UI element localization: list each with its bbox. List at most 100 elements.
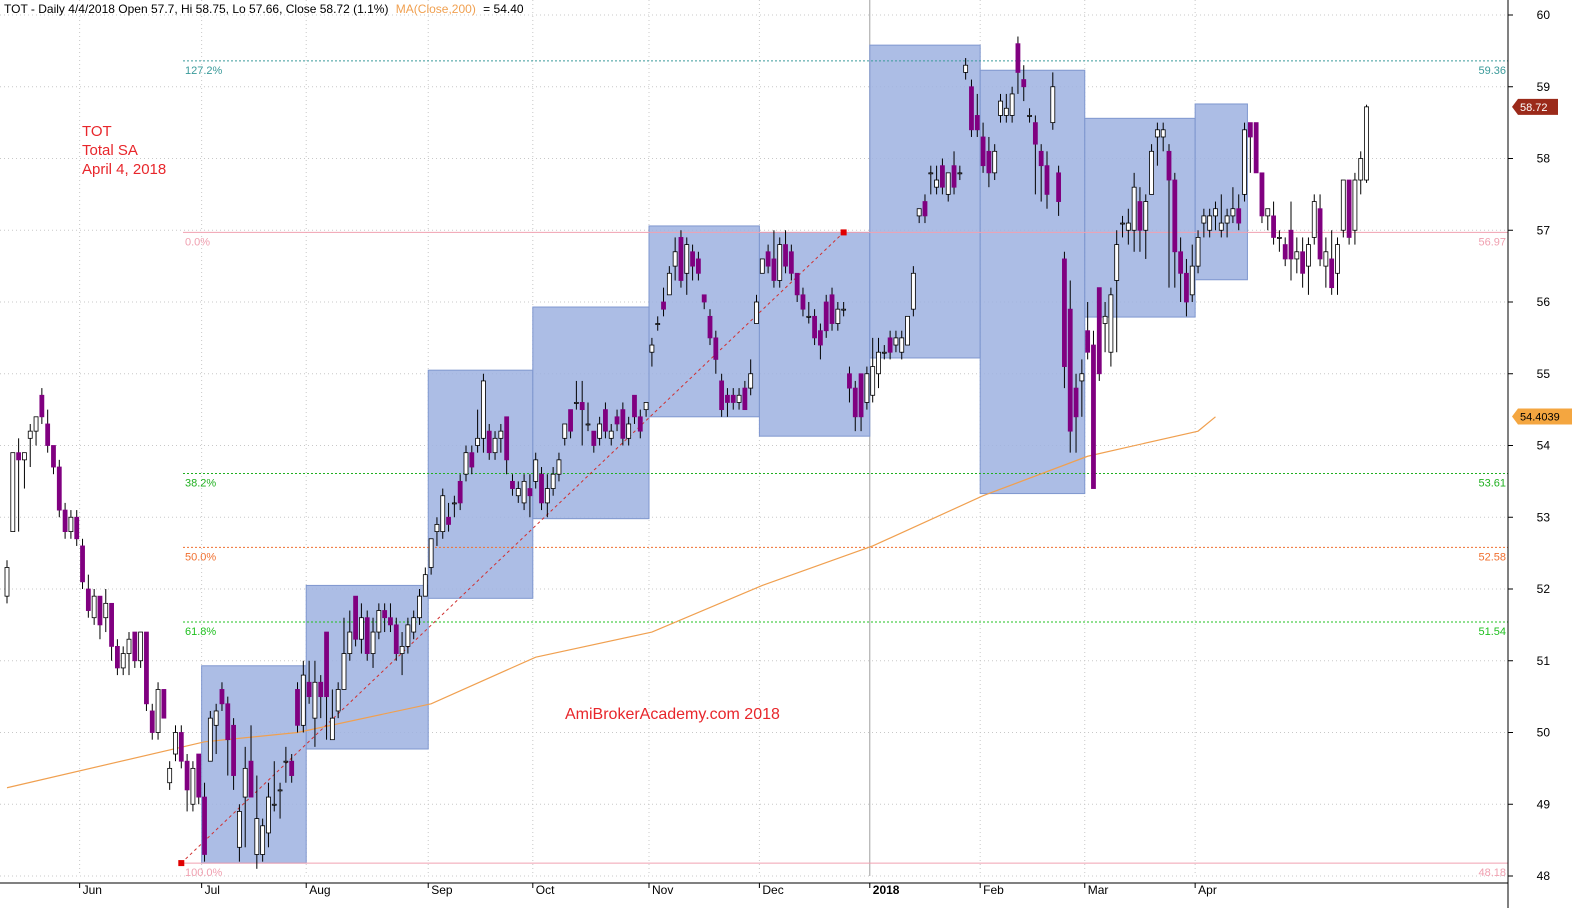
candle-body [533, 459, 539, 482]
x-tick-label: 2018 [873, 883, 900, 897]
candle [51, 445, 56, 475]
candle [1259, 172, 1265, 224]
candle [469, 445, 475, 475]
header-ma-label: MA(Close,200) [396, 2, 476, 16]
candle-body [777, 244, 783, 281]
candle [1062, 251, 1067, 389]
candle [707, 309, 713, 346]
candle-body [707, 315, 713, 339]
candle-body [823, 301, 829, 332]
candle [597, 416, 603, 446]
candle-body [1085, 330, 1091, 353]
candle [1149, 144, 1154, 195]
candle-body [585, 423, 591, 426]
candle [103, 589, 109, 633]
candle [730, 388, 736, 410]
fib-level-label: 50.0% [185, 551, 216, 563]
candle-body [446, 516, 451, 525]
candle-body [800, 294, 806, 310]
candle [1102, 302, 1108, 353]
candle-body [1021, 79, 1027, 88]
candle [1189, 244, 1195, 302]
candle [271, 761, 277, 812]
candle-body [899, 337, 905, 353]
y-tick-label: 49 [1537, 797, 1551, 811]
header-ma-value: = 54.40 [483, 2, 524, 16]
candle [666, 266, 672, 296]
fib-level-label: 100.0% [185, 867, 223, 879]
candle [1282, 237, 1288, 267]
candle [1009, 86, 1015, 123]
candle [22, 452, 27, 489]
range-box [1194, 103, 1248, 281]
candle [1184, 258, 1189, 317]
candle [754, 294, 759, 324]
candle [881, 345, 887, 360]
candle-body [492, 437, 498, 454]
candle [1166, 144, 1172, 288]
candle-body [22, 452, 27, 461]
candle-body [806, 315, 812, 318]
candle-body [579, 402, 585, 411]
candle-body [876, 351, 881, 375]
candle [266, 782, 271, 848]
candle [405, 617, 411, 654]
candle-body [266, 796, 271, 834]
candle-body [138, 631, 144, 662]
candle-body [940, 165, 945, 188]
candle [672, 237, 678, 281]
candle-body [434, 524, 440, 532]
candle-body [835, 308, 841, 324]
candle [1073, 373, 1079, 453]
candle [1311, 194, 1317, 245]
candle [10, 452, 16, 532]
candle [777, 237, 783, 288]
candle-body [881, 351, 887, 354]
candle-body [1323, 251, 1329, 267]
candle-body [1352, 179, 1358, 231]
candle [916, 208, 922, 224]
candle-body [411, 617, 417, 633]
candle [713, 330, 719, 374]
candle [236, 804, 242, 862]
candle-body [1294, 251, 1300, 260]
candle [980, 122, 986, 173]
candle-body [62, 509, 68, 533]
candle-body [556, 459, 562, 475]
candle [91, 589, 97, 625]
candle-body [573, 402, 579, 404]
x-tick-label: Jun [83, 883, 102, 897]
candle [451, 495, 457, 518]
candle-body [655, 323, 661, 325]
candle-body [614, 416, 620, 425]
candle-body [608, 430, 614, 439]
fib-level-value: 51.54 [1478, 626, 1506, 638]
candle-body [1271, 215, 1276, 238]
fib-level-value: 53.61 [1478, 477, 1506, 489]
candle [1021, 65, 1027, 102]
candle [498, 423, 504, 453]
candle [1096, 287, 1102, 381]
candle [1265, 208, 1271, 231]
candle-body [1149, 150, 1154, 195]
candle-body [51, 445, 56, 468]
candle-body [1236, 208, 1242, 224]
candle-body [1335, 244, 1340, 274]
x-tick-label: Jul [205, 883, 220, 897]
candle-body [422, 574, 428, 597]
candle [492, 431, 498, 460]
candle [957, 165, 963, 181]
candle-body [1282, 244, 1288, 260]
candle-body [56, 466, 62, 511]
price-tag-bg [1512, 98, 1558, 115]
candle [213, 703, 219, 755]
candle [289, 754, 295, 783]
candle-body [451, 502, 457, 505]
candle [202, 782, 207, 862]
candle-body [841, 308, 847, 311]
candle-body [829, 294, 835, 324]
candle [736, 388, 742, 410]
ma200-line [6, 416, 1216, 789]
candle [568, 409, 573, 439]
